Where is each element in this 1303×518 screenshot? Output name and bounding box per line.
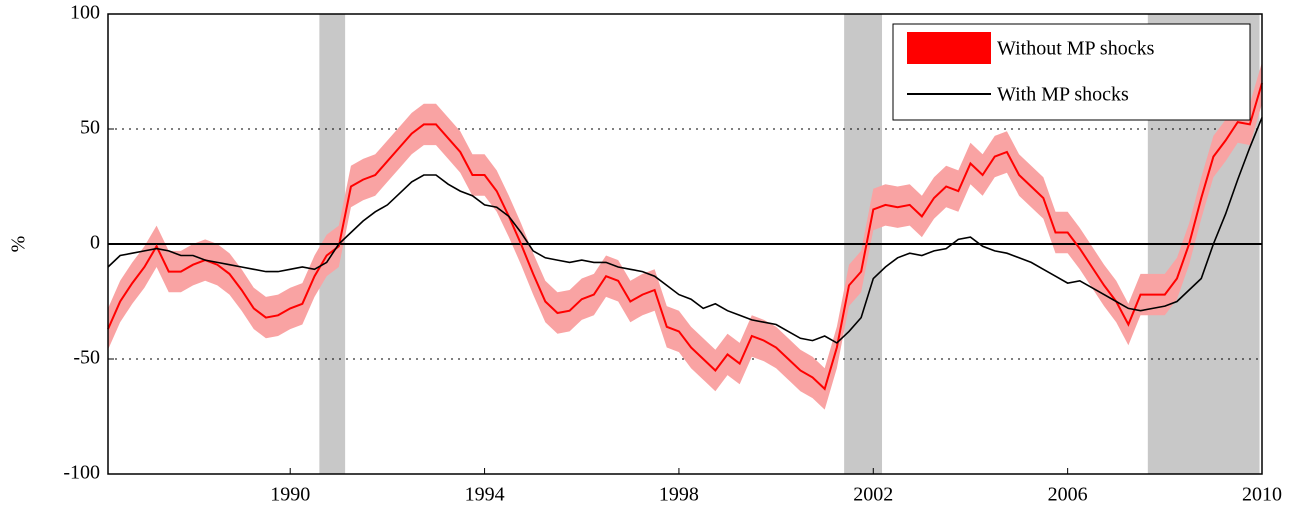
series-line [107,117,1263,344]
x-tick-label: 2010 [1242,484,1282,506]
x-tick-label: 1994 [465,484,505,506]
x-tick-label: 2006 [1048,484,1088,506]
x-tick-label: 1990 [270,484,310,506]
x-tick-label: 2002 [853,484,893,506]
legend-swatch [907,32,991,64]
series-line [107,82,1263,391]
x-tick-label: 1998 [659,484,699,506]
y-tick-label: -50 [73,347,100,369]
legend-label: With MP shocks [997,84,1129,106]
y-tick-label: 0 [90,232,100,254]
y-tick-label: 100 [70,2,100,24]
y-tick-label: -100 [63,462,100,484]
y-tick-label: 50 [80,117,100,139]
confidence-band [108,62,1262,410]
y-axis-label: % [8,236,30,253]
plot-frame [107,13,1263,475]
legend-label: Without MP shocks [997,38,1155,60]
